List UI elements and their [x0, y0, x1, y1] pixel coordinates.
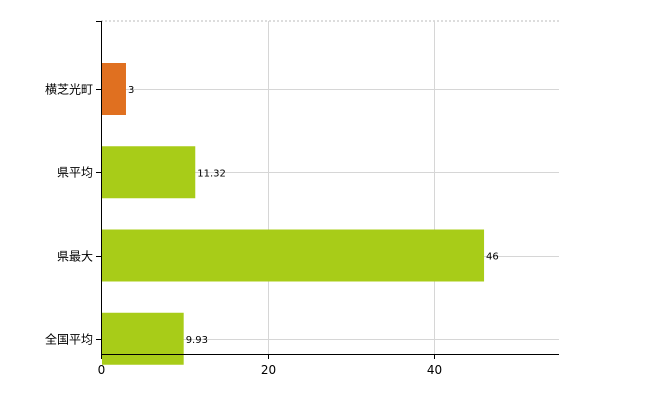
- bar: [102, 146, 196, 199]
- y-tick-label: 県最大: [57, 250, 93, 264]
- x-tick-label: 20: [261, 363, 276, 377]
- y-tick-label: 横芝光町: [45, 82, 93, 97]
- data-label: 3: [128, 85, 134, 96]
- bar: [102, 229, 485, 282]
- bar: [102, 312, 184, 365]
- y-tick-label: 全国平均: [45, 332, 93, 347]
- data-label: 11.32: [197, 168, 226, 179]
- data-label: 9.93: [186, 335, 208, 346]
- x-tick-label: 40: [427, 363, 442, 377]
- bar: [102, 63, 126, 115]
- x-tick-label: 0: [98, 363, 106, 377]
- y-tick-label: 県平均: [57, 166, 93, 180]
- axes: [96, 21, 559, 359]
- data-label: 46: [486, 252, 499, 263]
- bars: [102, 63, 485, 365]
